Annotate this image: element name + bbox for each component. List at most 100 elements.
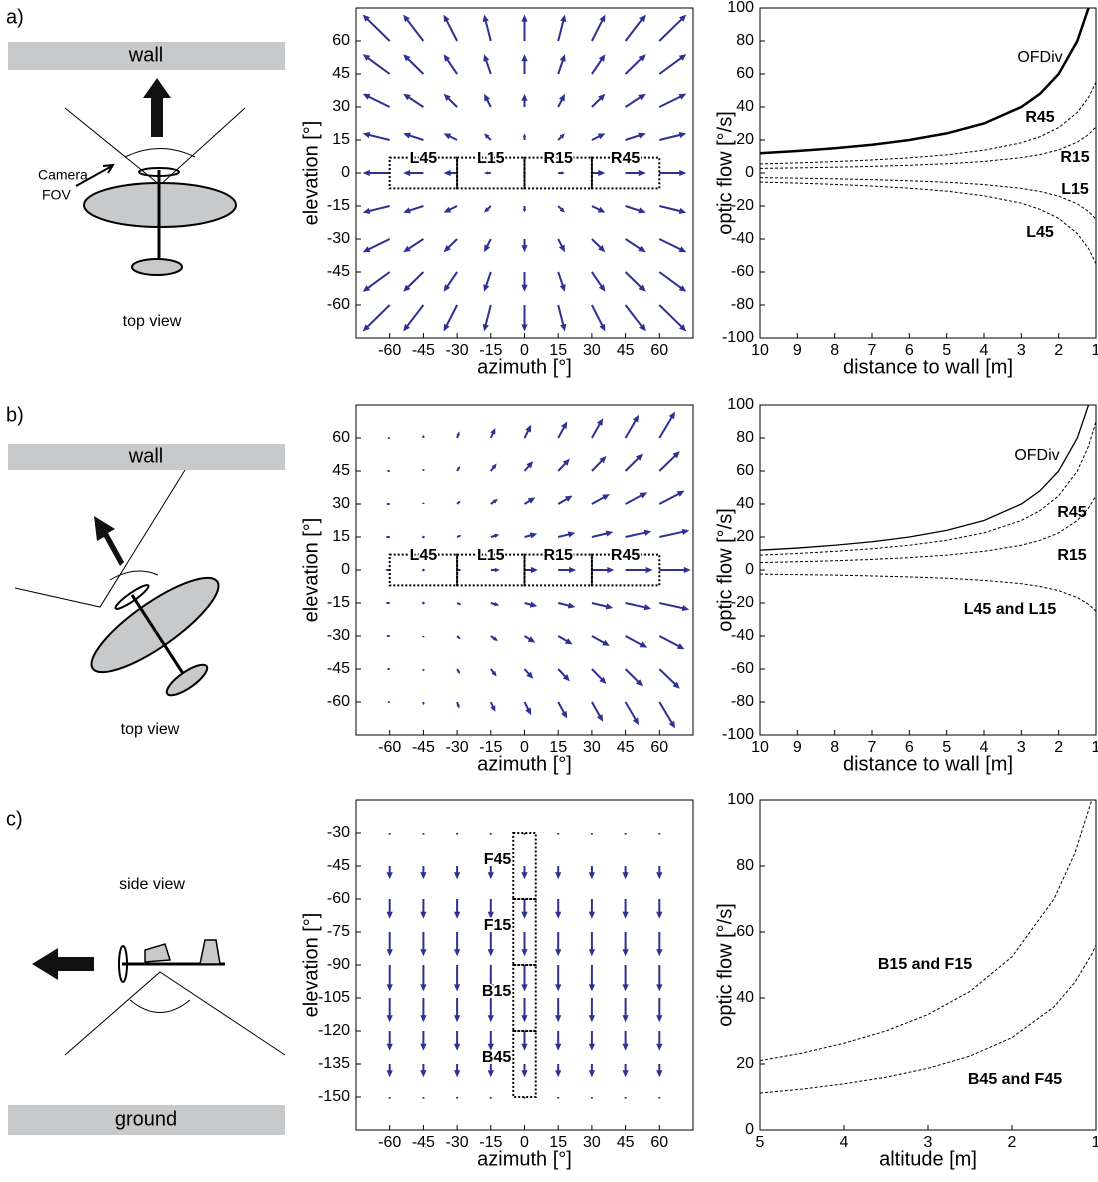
arrow-shaft: [592, 305, 604, 328]
flow-arrow: [592, 702, 603, 722]
canopy: [145, 944, 170, 962]
arrow-head: [363, 208, 371, 214]
flow-arrow: [387, 899, 393, 919]
flow-arrow: [555, 998, 561, 1022]
flow-arrow: [592, 456, 607, 471]
flow-arrow: [387, 998, 393, 1022]
flow-arrow: [457, 466, 460, 471]
arrow-head: [488, 1070, 494, 1077]
y-tick-label: 0: [745, 164, 754, 181]
flow-arrow: [622, 866, 628, 879]
flow-arrow: [363, 272, 390, 292]
arrow-head: [423, 469, 424, 470]
arrow-shaft: [626, 532, 648, 537]
arrow-head: [523, 133, 526, 137]
arrow-head: [558, 834, 559, 835]
y-tick-label: -150: [318, 1088, 350, 1105]
arrow-head: [656, 1044, 662, 1051]
arrow-shaft: [446, 272, 457, 288]
flow-arrow: [525, 702, 532, 715]
flow-arrow: [626, 669, 644, 686]
y-tick-label: 80: [736, 857, 754, 874]
arrow-head: [606, 603, 614, 609]
flow-arrow: [592, 94, 605, 107]
x-tick-label: 60: [650, 739, 668, 756]
flow-arrow: [625, 1097, 626, 1099]
flow-arrow: [626, 636, 648, 648]
flow-arrow: [385, 602, 389, 604]
flow-arrow: [484, 133, 491, 140]
y-tick-label: 15: [332, 131, 350, 148]
arrow-shaft: [485, 19, 491, 41]
arrow-head: [363, 132, 371, 138]
flow-arrow: [423, 469, 424, 471]
flow-arrow: [444, 239, 457, 252]
flow-arrow: [592, 170, 605, 176]
region-label: R15: [544, 547, 573, 564]
view-caption: top view: [121, 721, 180, 738]
flow-arrow: [659, 132, 686, 140]
flow-arrow: [592, 272, 605, 292]
arrow-head: [555, 1070, 561, 1077]
flow-arrow: [484, 239, 491, 252]
flow-arrow: [659, 272, 686, 292]
arrow-head: [483, 54, 489, 62]
flow-arrow: [491, 499, 498, 504]
flow-arrow: [490, 428, 495, 438]
arrow-shaft: [446, 58, 457, 74]
flow-arrow: [659, 702, 675, 728]
flow-arrow: [592, 669, 607, 684]
flow-arrow: [626, 239, 646, 252]
region-label: L45: [410, 547, 438, 564]
arrow-shaft: [626, 702, 637, 721]
arrow-shaft: [558, 305, 564, 327]
series-label: OFDiv: [1014, 447, 1059, 464]
arrow-head: [625, 834, 626, 835]
flow-arrow: [626, 305, 646, 331]
y-tick-label: -30: [327, 627, 350, 644]
y-tick-label: 60: [736, 923, 754, 940]
arrow-head: [454, 1070, 460, 1077]
arrow-head: [521, 949, 527, 956]
arrow-head: [530, 532, 538, 538]
y-tick-label: 20: [736, 1055, 754, 1072]
flow-arrow: [363, 15, 390, 41]
arrow-shaft: [366, 272, 390, 289]
arrow-head: [387, 437, 388, 438]
arrow-head: [457, 1098, 458, 1099]
flow-arrow: [525, 567, 538, 573]
flow-arrow: [403, 206, 423, 213]
flow-arrow: [387, 668, 390, 669]
x-axis-label: azimuth [°]: [477, 1148, 572, 1170]
arrow-head: [521, 324, 527, 331]
flow-arrow: [659, 636, 684, 649]
arrow-shaft: [406, 57, 423, 74]
y-tick-label: -120: [318, 1022, 350, 1039]
flow-arrow: [423, 636, 424, 638]
x-tick-label: 30: [583, 342, 601, 359]
y-axis-label: optic flow [°/s]: [714, 508, 736, 632]
arrow-shaft: [407, 96, 424, 107]
flow-arrow: [457, 833, 458, 835]
arrow-head: [387, 1044, 393, 1051]
arrow-head: [679, 170, 686, 176]
flow-arrow: [387, 965, 393, 991]
flow-arrow: [457, 669, 460, 674]
arrow-dot: [422, 569, 425, 572]
flow-arrow: [385, 536, 389, 538]
flow-arrow: [387, 701, 389, 702]
x-tick-label: 1: [1092, 739, 1098, 756]
arrow-shaft: [659, 493, 680, 504]
y-tick-label: -60: [731, 263, 754, 280]
arrow-head: [558, 1098, 559, 1099]
flow-arrow: [525, 636, 536, 643]
arrow-head: [568, 531, 576, 537]
flow-arrow: [589, 932, 595, 956]
arrow-head: [679, 208, 687, 214]
flow-arrow: [659, 15, 686, 41]
y-tick-label: -45: [327, 263, 350, 280]
series-label: B15 and F15: [878, 956, 972, 973]
flow-arrow: [622, 1064, 628, 1077]
arrow-head: [524, 834, 525, 835]
flow-arrow: [659, 305, 686, 331]
